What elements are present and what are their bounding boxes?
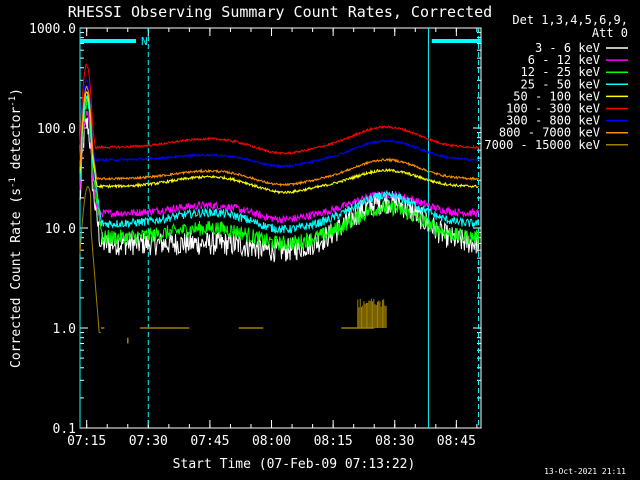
series-line <box>79 97 480 251</box>
legend-entry-label: 25 - 50 keV <box>521 77 600 91</box>
x-tick-label: 08:45 <box>437 434 476 449</box>
series-line <box>79 78 479 169</box>
series-line <box>79 85 480 188</box>
y-tick-label: 100.0 <box>37 122 76 137</box>
series-lines <box>79 62 480 344</box>
y-axis: 0.1 1.0 10.0 100.0 1000.0 <box>29 22 481 437</box>
legend-entry-label: 3 - 6 keV <box>535 41 600 55</box>
x-tick-label: 07:15 <box>67 434 106 449</box>
legend-entry-label: 50 - 100 keV <box>513 89 600 103</box>
x-axis-label: Start Time (07-Feb-09 07:13:22) <box>173 457 416 472</box>
legend-header-line1: Det 1,3,4,5,6,9, <box>512 13 628 27</box>
y-tick-label: 10.0 <box>45 222 76 237</box>
legend-entry-label: 6 - 12 keV <box>528 53 600 67</box>
legend-entry-label: 12 - 25 keV <box>521 65 600 79</box>
y-axis-label: Corrected Count Rate (s-1 detector-1) <box>8 88 24 368</box>
x-tick-label: 07:30 <box>129 434 168 449</box>
y-tick-label: 1.0 <box>53 322 76 337</box>
legend-entry-label: 100 - 300 keV <box>506 102 600 116</box>
x-tick-label: 08:30 <box>375 434 414 449</box>
y-tick-label: 0.1 <box>53 422 76 437</box>
x-tick-label: 07:45 <box>190 434 229 449</box>
x-axis: 07:15 07:30 07:45 08:00 08:15 08:30 08:45 <box>67 28 478 449</box>
series-line <box>79 62 480 156</box>
series-line <box>79 185 101 334</box>
flag-label: N <box>141 35 148 48</box>
legend-entry-label: 7000 - 15000 keV <box>484 138 600 152</box>
x-tick-label: 08:00 <box>252 434 291 449</box>
chart-title: RHESSI Observing Summary Count Rates, Co… <box>68 3 492 21</box>
footer-timestamp: 13-Oct-2021 21:11 <box>544 467 626 476</box>
series-line <box>79 90 479 195</box>
series-line <box>79 95 479 234</box>
legend-header-line2: Att 0 <box>592 26 628 40</box>
flag-bars: N <box>80 35 481 48</box>
legend-entry-label: 800 - 7000 keV <box>499 126 600 140</box>
series-line <box>79 110 480 225</box>
x-tick-label: 08:15 <box>314 434 353 449</box>
legend-entry-label: 300 - 800 keV <box>506 114 600 128</box>
y-tick-label: 1000.0 <box>29 22 76 37</box>
